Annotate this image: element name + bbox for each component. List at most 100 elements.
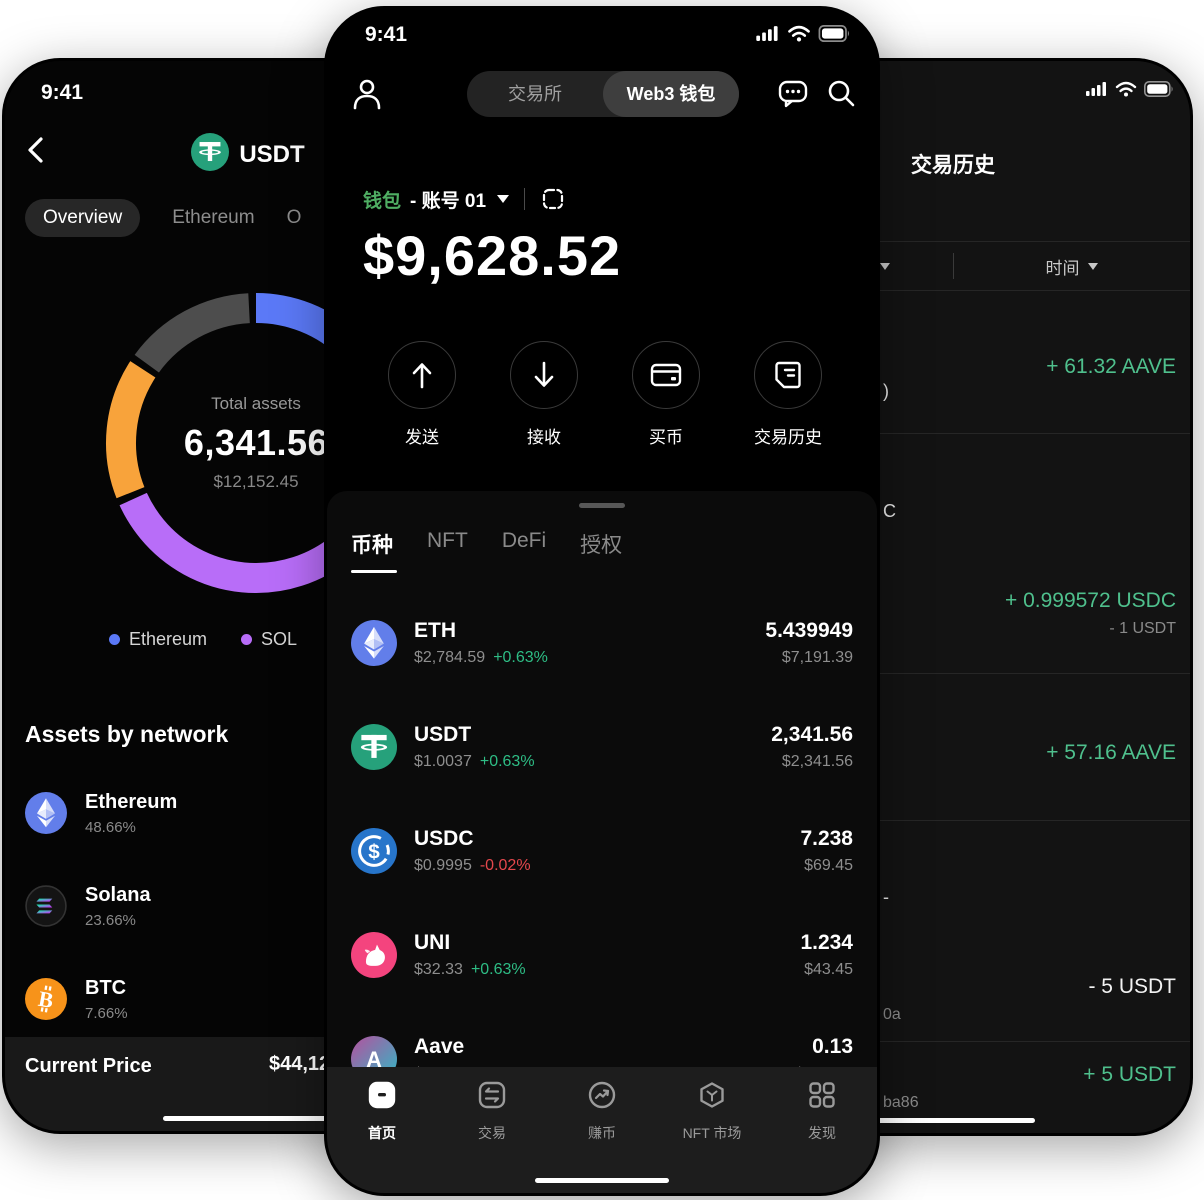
- token-symbol: Aave: [414, 1035, 465, 1058]
- token-change: +0.63%: [479, 753, 535, 770]
- tx-amount[interactable]: + 57.16 AAVE: [1046, 741, 1176, 764]
- legend-item-1: SOL: [241, 629, 297, 650]
- tx-amount[interactable]: + 5 USDT: [1083, 1063, 1176, 1086]
- svg-text:$: $: [368, 840, 380, 863]
- account-selector[interactable]: 钱包 - 账号 01: [363, 185, 566, 213]
- nav-item-home[interactable]: 首页: [332, 1081, 432, 1143]
- token-price: $32.33: [414, 961, 463, 978]
- token-symbol: USDC: [414, 827, 474, 850]
- token-symbol: USDT: [414, 723, 472, 746]
- time-filter-dropdown[interactable]: 时间: [953, 242, 1190, 290]
- network-name: Solana: [85, 883, 151, 906]
- legend-label: SOL: [261, 629, 298, 649]
- token-fiat-value: $2,341.56: [781, 753, 853, 770]
- profile-icon[interactable]: [351, 77, 383, 111]
- action-send[interactable]: 发送: [367, 341, 477, 448]
- row-divider: [716, 1041, 1190, 1042]
- token-row-uni[interactable]: UNI $32.33 +0.63% 1.234 $43.45: [327, 903, 877, 1007]
- tx-amount[interactable]: - 5 USDT: [1088, 975, 1176, 998]
- asset-tabs: 币种 NFT DeFi 授权: [351, 529, 622, 573]
- token-symbol: UNI: [414, 931, 451, 954]
- token-row-eth[interactable]: ETH $2,784.59 +0.63% 5.439949 $7,191.39: [327, 591, 877, 695]
- token-amount: 7.238: [800, 827, 853, 850]
- overview-tab-1[interactable]: Ethereum: [172, 207, 255, 228]
- action-receive[interactable]: 接收: [489, 341, 599, 448]
- time-filter-caret-icon: [1087, 262, 1098, 270]
- wifi-icon: [1115, 81, 1137, 97]
- account-caret-icon: [497, 195, 510, 203]
- network-list: Ethereum 48.66% Solana 23.66% B BTC 7.66…: [25, 787, 491, 1066]
- tx-text-fragment: -: [883, 887, 889, 907]
- network-row[interactable]: Solana 23.66%: [25, 880, 491, 932]
- token-fiat-value: $43.45: [804, 961, 853, 978]
- time-filter-label: 时间: [1045, 258, 1080, 278]
- nav-item-earn[interactable]: 赚币: [552, 1081, 652, 1143]
- nav-item-discover[interactable]: 发现: [772, 1081, 872, 1143]
- segment-web3-wallet[interactable]: Web3 钱包: [603, 71, 739, 117]
- nav-label: 首页: [368, 1125, 396, 1141]
- search-icon[interactable]: [825, 77, 857, 109]
- asset-tab-0[interactable]: 币种: [351, 529, 397, 573]
- left-filter-caret-icon[interactable]: [880, 263, 890, 270]
- donut-center-text: Total assets 6,341.56 $12,152.45: [96, 283, 416, 603]
- copy-address-icon[interactable]: [540, 185, 566, 213]
- segment-exchange[interactable]: 交易所: [508, 84, 562, 104]
- back-icon[interactable]: [23, 135, 49, 165]
- token-row-usdt[interactable]: USDT $1.0037 +0.63% 2,341.56 $2,341.56: [327, 695, 877, 799]
- transaction-list: + 61.32 AAVE ) C + 0.999572 USDC - 1 USD…: [716, 289, 1190, 1133]
- token-price: $0.9995: [414, 857, 472, 874]
- tx-amount[interactable]: + 61.32 AAVE: [1046, 355, 1176, 378]
- divider: [524, 188, 526, 210]
- tx-address-fragment: ba86: [883, 1094, 919, 1111]
- svg-text:A: A: [366, 1047, 382, 1072]
- signal-icon: [756, 26, 778, 41]
- action-icon: [632, 341, 700, 409]
- action-label: 买币: [649, 428, 683, 447]
- token-icon: [351, 932, 397, 978]
- action-icon: [754, 341, 822, 409]
- action-label: 接收: [527, 428, 561, 447]
- network-row[interactable]: B BTC 7.66%: [25, 973, 491, 1025]
- asset-tab-1[interactable]: NFT: [427, 529, 468, 552]
- token-symbol: ETH: [414, 619, 456, 642]
- asset-tab-2[interactable]: DeFi: [501, 529, 547, 552]
- token-change: +0.63%: [470, 961, 526, 978]
- action-label: 交易历史: [754, 428, 822, 447]
- wallet-label: 钱包: [363, 190, 402, 212]
- web3-wallet-screen: 9:41 交易所 Web3 钱包 钱包 - 账号 01 $9,628.52 发送 …: [327, 9, 877, 1193]
- tx-text-fragment: ): [883, 381, 889, 401]
- network-row[interactable]: Ethereum 48.66%: [25, 787, 491, 839]
- overview-tabs: Overview Ethereum O: [25, 199, 301, 237]
- wifi-icon: [788, 25, 810, 42]
- action-history[interactable]: 交易历史: [733, 341, 843, 448]
- action-buy[interactable]: 买币: [611, 341, 721, 448]
- token-fiat-value: $7,191.39: [781, 649, 853, 666]
- status-bar-time: 9:41: [41, 81, 84, 104]
- legend-dot: [241, 634, 252, 645]
- tx-sub-amount: - 1 USDT: [1109, 620, 1176, 637]
- nav-icon: [368, 1081, 396, 1114]
- nav-label: 交易: [478, 1125, 506, 1141]
- tx-address-fragment: 0a: [883, 1006, 901, 1023]
- battery-icon: [818, 25, 849, 42]
- token-row-usdc[interactable]: $ USDC $0.9995 -0.02% 7.238 $69.45: [327, 799, 877, 903]
- total-assets-value: 6,341.56: [183, 422, 329, 463]
- network-name: Ethereum: [85, 790, 178, 813]
- sheet-drag-handle[interactable]: [579, 503, 625, 508]
- overview-tab-2[interactable]: O: [286, 207, 302, 228]
- nav-item-nft-market[interactable]: NFT 市场: [662, 1081, 762, 1143]
- asset-tab-3[interactable]: 授权: [580, 534, 623, 557]
- status-bar-time: 9:41: [365, 23, 408, 46]
- nav-icon: [808, 1081, 836, 1114]
- home-indicator: [163, 1116, 339, 1121]
- action-icon: [388, 341, 456, 409]
- overview-tab-0[interactable]: Overview: [25, 199, 141, 237]
- status-icons: [756, 25, 851, 42]
- tx-text-fragment: C: [883, 501, 896, 521]
- tx-amount[interactable]: + 0.999572 USDC: [1004, 589, 1176, 612]
- usdt-icon: [191, 133, 230, 176]
- token-amount: 5.439949: [765, 619, 853, 642]
- nav-label: 赚币: [588, 1125, 616, 1141]
- nav-item-trade[interactable]: 交易: [442, 1081, 542, 1143]
- chat-icon[interactable]: [777, 77, 809, 109]
